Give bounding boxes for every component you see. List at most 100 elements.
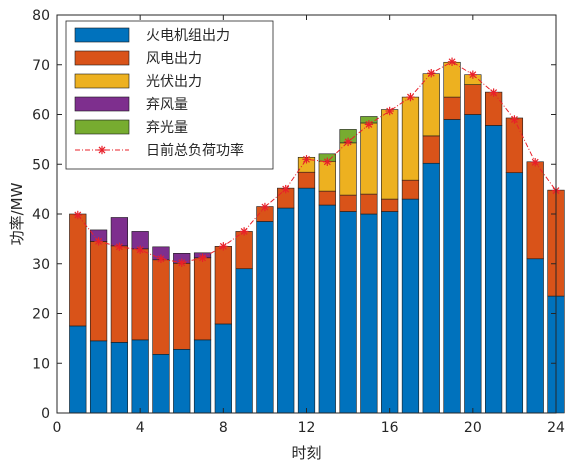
- bar-segment: [173, 262, 191, 350]
- legend-label: 火电机组出力: [146, 28, 230, 44]
- x-tick-label: 20: [464, 420, 482, 436]
- load-point-marker: [364, 120, 374, 129]
- load-point-marker: [427, 69, 436, 78]
- bar-segment: [464, 114, 482, 414]
- y-tick-label: 80: [32, 8, 50, 24]
- load-point-marker: [531, 158, 540, 167]
- bar-segment: [152, 259, 170, 355]
- bar-segment: [505, 172, 524, 414]
- bar-segment: [505, 117, 524, 174]
- bar-segment: [485, 125, 503, 414]
- load-point-marker: [115, 242, 124, 252]
- bar-segment: [526, 161, 544, 260]
- bar-segment: [193, 257, 212, 341]
- bar-segment: [422, 73, 440, 137]
- load-point-marker: [489, 88, 498, 97]
- bar-segment: [110, 342, 128, 414]
- bar-segment: [401, 198, 420, 414]
- bar-segment: [401, 179, 420, 200]
- bar-segment: [235, 231, 253, 270]
- bar-segment: [360, 193, 378, 215]
- legend-label: 弃光量: [146, 120, 188, 136]
- load-point-marker: [510, 115, 519, 124]
- x-axis: 0 4 8 12 16 20 24: [53, 15, 565, 436]
- bar-segment: [381, 109, 399, 200]
- load-point-marker: [198, 253, 207, 262]
- bar-segment: [89, 340, 108, 414]
- load-point-marker: [406, 92, 415, 102]
- bar-segment: [214, 246, 232, 325]
- bar-layer: [69, 61, 565, 414]
- bar-segment: [69, 213, 87, 327]
- bar-segment: [297, 171, 316, 189]
- x-tick-label: 16: [381, 420, 399, 436]
- y-tick-label: 30: [32, 257, 50, 273]
- bar-segment: [152, 353, 170, 414]
- load-point-marker: [156, 254, 166, 263]
- legend-label: 日前总负荷功率: [146, 142, 244, 159]
- bar-segment: [339, 211, 357, 414]
- y-tick-label: 50: [32, 157, 50, 173]
- bar-segment: [277, 207, 295, 414]
- x-axis-title: 时刻: [291, 444, 321, 462]
- legend-box: [65, 20, 274, 170]
- bar-segment: [89, 241, 108, 342]
- y-tick-label: 60: [32, 108, 50, 124]
- load-point-marker: [177, 258, 186, 267]
- load-line-layer: [73, 57, 561, 267]
- bar-segment: [193, 339, 212, 414]
- legend-swatch: [74, 50, 130, 66]
- legend-swatch: [74, 119, 130, 135]
- bar-segment: [339, 194, 357, 212]
- bar-segment: [339, 142, 357, 196]
- load-point-marker: [260, 202, 270, 212]
- load-point-marker: [323, 157, 332, 166]
- x-tick-label: 12: [298, 420, 316, 436]
- x-tick-label: 8: [219, 420, 228, 436]
- bar-segment: [443, 119, 461, 414]
- load-point-marker: [343, 137, 353, 147]
- bar-segment: [131, 339, 149, 414]
- y-axis-title: 功率/MW: [8, 182, 26, 245]
- bar-segment: [360, 213, 378, 414]
- bar-segment: [318, 190, 336, 206]
- bar-segment: [422, 162, 440, 414]
- legend-label: 弃风量: [146, 97, 188, 113]
- bar-segment: [381, 198, 399, 212]
- y-tick-label: 20: [32, 307, 50, 323]
- x-tick-label: 0: [53, 420, 62, 436]
- y-tick-label: 40: [32, 207, 50, 223]
- load-line: [77, 61, 557, 264]
- load-point-marker: [135, 245, 145, 255]
- bar-segment: [485, 91, 503, 126]
- bar-segment: [131, 248, 149, 341]
- y-tick-label: 10: [32, 356, 50, 372]
- bar-segment: [214, 323, 232, 414]
- bar-segment: [401, 96, 420, 181]
- bar-segment: [381, 211, 399, 414]
- load-point-marker: [447, 57, 457, 66]
- bar-segment: [110, 245, 128, 343]
- bar-segment: [360, 122, 378, 195]
- bar-segment: [173, 349, 191, 414]
- load-point-marker: [281, 184, 290, 194]
- x-tick-label: 24: [547, 420, 565, 436]
- load-point-marker: [219, 242, 228, 251]
- bar-segment: [318, 204, 336, 414]
- bar-segment: [297, 187, 316, 414]
- y-tick-label: 70: [32, 58, 50, 74]
- bar-segment: [110, 217, 128, 247]
- load-point-marker: [94, 237, 103, 246]
- bar-segment: [256, 221, 274, 414]
- bar-segment: [69, 325, 87, 414]
- load-point-marker: [468, 70, 478, 79]
- bar-segment: [464, 84, 482, 115]
- legend-star-marker: [97, 145, 107, 155]
- y-axis: 0 10 20 30 40 50 60 70 80: [32, 8, 556, 422]
- load-point-marker: [385, 106, 394, 116]
- legend-swatch: [74, 73, 130, 89]
- load-point-marker: [302, 155, 311, 164]
- bar-segment: [443, 96, 461, 120]
